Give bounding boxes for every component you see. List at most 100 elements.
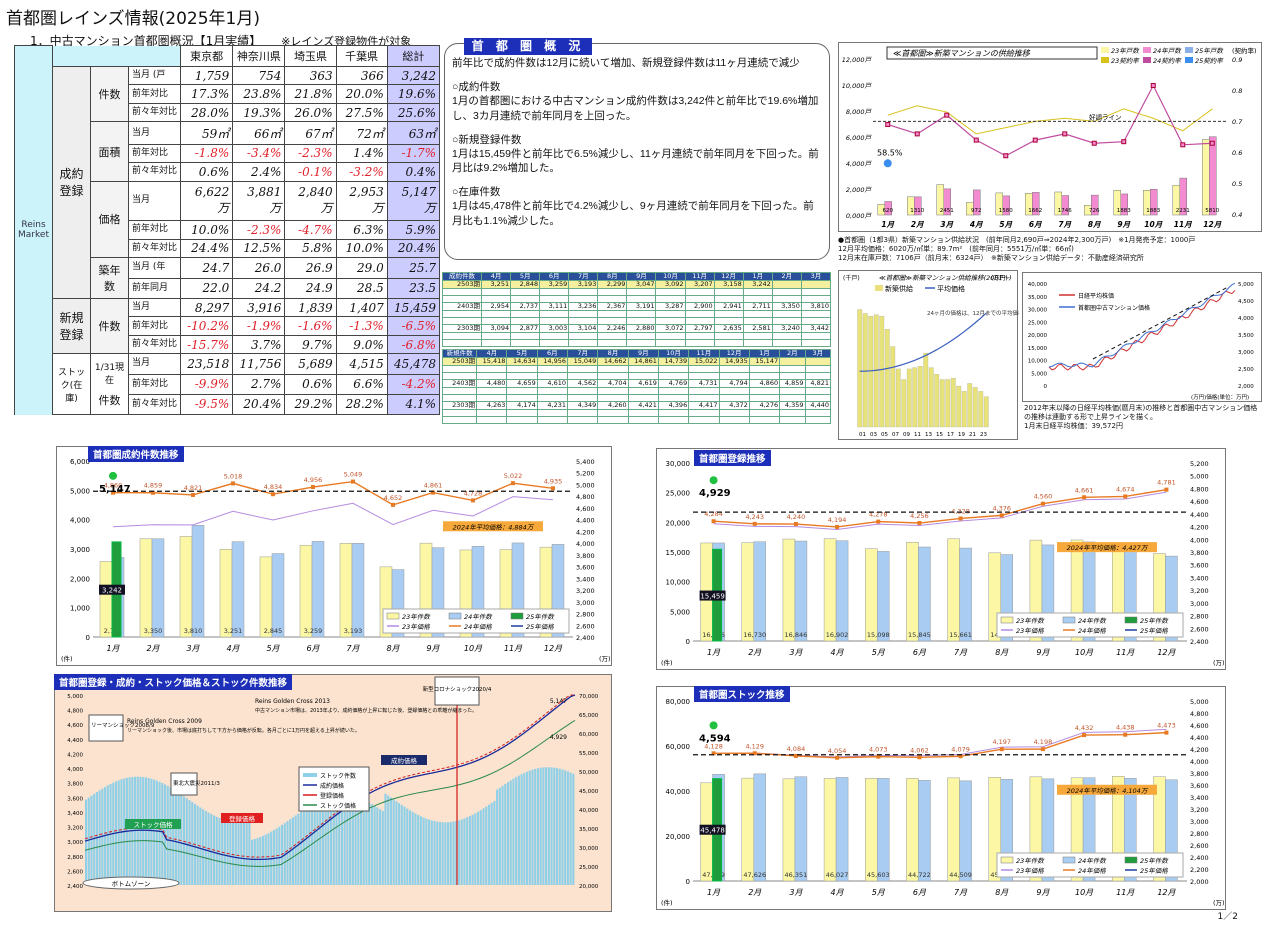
y-tick-left: 4,000	[70, 517, 90, 525]
marker-24-rate	[1003, 153, 1009, 159]
cell: 10.0%	[335, 238, 388, 259]
price-label: 4,073	[869, 746, 888, 754]
row-s-price-y1: 前年対比 10.0% -2.3% -4.7% 6.3% 5.9%	[15, 220, 441, 240]
bar-value: 1580	[999, 208, 1013, 214]
row-label: 前々年対比	[127, 238, 182, 259]
bar-stock	[180, 794, 183, 885]
group-stock: ストック(在庫)	[52, 353, 91, 415]
y-tick-right: 3,600	[1190, 562, 1209, 570]
x-tick: 3月	[789, 648, 803, 657]
bar-stock	[294, 815, 297, 885]
bar-stock	[419, 816, 422, 885]
bar-value: 46,351	[785, 871, 808, 879]
mini-cell-sub	[568, 332, 599, 340]
x-tick: 11月	[1116, 648, 1135, 657]
cell: 2,840万	[284, 180, 337, 222]
mini-header: 3月	[800, 272, 832, 281]
mini-cell-sub	[476, 387, 508, 395]
shinki-chart: 30,000 25,000 20,000 15,000 10,000 5,000 0 5,20…	[661, 460, 1225, 667]
legend-swatch	[875, 285, 883, 291]
mini-cell-sub	[657, 365, 690, 373]
long-history-title: 首都圏登録・成約・ストック価格＆ストック件数推移	[54, 674, 293, 690]
line-seiyaku	[84, 694, 576, 861]
cell-total: 23.5	[386, 277, 441, 299]
row-s-price: 価格 当月 6,622万 3,881万 2,840万 2,953万 5,147万	[15, 180, 441, 259]
quake-label: 東北大震災2011/3	[173, 779, 220, 787]
price-label: 5,049	[344, 471, 363, 479]
mini-cell-sub	[655, 339, 686, 347]
price-label: 4,128	[704, 742, 723, 750]
bar-24	[1091, 194, 1099, 216]
bar-stock	[251, 839, 254, 885]
bar-supply	[956, 385, 962, 428]
mini-cell-sub	[441, 332, 483, 340]
bar-stock	[340, 795, 344, 885]
bar-supply	[923, 352, 929, 428]
cell: 24.2	[232, 277, 286, 299]
bar-stock	[330, 797, 333, 885]
bar-stock	[368, 802, 371, 885]
bar-stock	[504, 783, 507, 885]
price-label: 4,859	[144, 482, 163, 490]
highlight-label: 58.5%	[877, 148, 903, 157]
bar-24	[271, 553, 285, 638]
stock-caption-2: 1月末日経平均株価：39,572円	[1024, 421, 1123, 430]
legend-label: 24年件数	[1078, 617, 1107, 625]
row-label: 前々年対比	[127, 162, 182, 182]
group-shinki: 新規登録	[52, 297, 91, 355]
row-label: 当月 (戸	[127, 65, 182, 86]
bar-stock	[381, 810, 384, 885]
bar-value: 1310	[910, 208, 924, 214]
y-tick-left: 4,800	[67, 709, 83, 715]
bar-23	[823, 778, 837, 882]
bar-stock	[223, 819, 226, 885]
bar-stock	[95, 792, 99, 885]
price-label: 4,256	[910, 512, 929, 520]
unit-right: (万円)	[991, 275, 1008, 282]
x-tick: 4月	[831, 888, 845, 897]
x-tick: 7月	[954, 888, 968, 897]
y-tick-left: 40,000	[666, 788, 691, 796]
cell: 29.2%	[284, 393, 337, 416]
bar-24	[1120, 193, 1128, 216]
x-tick: 12月	[544, 644, 563, 653]
legend-swatch	[1000, 616, 1014, 624]
y-tick-right: 2,600	[1190, 842, 1209, 850]
bar-stock	[172, 789, 175, 885]
mini-cell-sub	[688, 409, 720, 417]
mini-cell-sub	[684, 339, 715, 347]
mini-cell: 3,003	[539, 324, 570, 333]
bar-24	[794, 776, 808, 882]
mini-table-seiyaku: 成約件数 4月 5月 6月 7月 8月 9月 10月 11月 12月 1月 2月 3月 2503期 3,25…	[441, 272, 832, 347]
mini-cell-sub	[748, 387, 781, 395]
x-tick: 8月	[995, 648, 1009, 657]
bar-value: 2451	[940, 208, 954, 214]
bar-stock	[204, 810, 207, 885]
price-label: 4,129	[745, 742, 764, 750]
bar-stock	[506, 782, 510, 885]
row-s-count: 成約登録 件数 当月 (戸 1,759 754 363 366 3,242	[15, 65, 441, 299]
bar-stock	[545, 767, 548, 885]
cell: -3.4%	[232, 143, 286, 164]
marker-24	[111, 490, 115, 495]
mini-cell-sub	[771, 310, 802, 318]
mini-cell: 4,359	[779, 401, 806, 410]
bar-stock	[85, 799, 88, 885]
marker-24	[958, 516, 963, 521]
mini-cell: 4,769	[657, 379, 690, 388]
y-tick-right: 2,000	[1190, 878, 1209, 886]
covid-box	[434, 676, 480, 706]
bar-24	[835, 540, 849, 642]
mini-cell-sub	[771, 339, 802, 347]
price-label: 4,194	[828, 516, 847, 524]
mini-cell-sub	[597, 365, 629, 373]
x-tick: 2月	[748, 648, 762, 657]
avg-label: 2024年平均価格：4,884万	[453, 523, 535, 531]
bar-stock	[183, 796, 186, 885]
row-label: 前々年対比	[127, 393, 182, 416]
bar-stock	[542, 767, 545, 885]
legend-label: 24年価格	[1078, 627, 1106, 635]
y-tick-right: 2,400	[576, 634, 595, 642]
marker-24-rate	[944, 112, 950, 118]
mini-cell-sub	[713, 339, 744, 347]
